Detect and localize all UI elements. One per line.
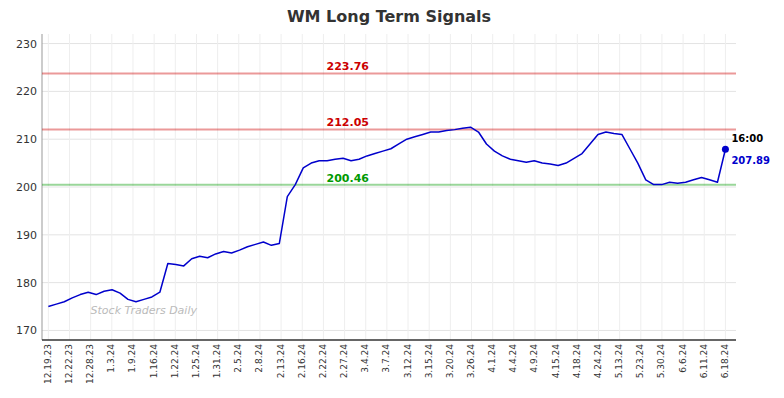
x-tick-label: 5.23.24 [635, 344, 645, 379]
grid-line-x [302, 34, 303, 340]
x-tick-label: 12.28.23 [85, 344, 95, 384]
grid-line-x [661, 34, 662, 340]
reference-label: 200.46 [327, 172, 370, 185]
x-tick-label: 1.25.24 [191, 344, 201, 379]
x-tick-label: 4.1.24 [487, 344, 497, 373]
grid-line-x [577, 34, 578, 340]
grid-line-x [69, 34, 70, 340]
grid-line-y [42, 43, 736, 44]
grid-line-y [42, 187, 736, 188]
x-tick-label: 3.20.24 [445, 344, 455, 379]
reference-line [42, 184, 736, 186]
grid-line-x [323, 34, 324, 340]
grid-line-x [619, 34, 620, 340]
x-tick-label: 2.5.24 [233, 344, 243, 373]
grid-line-x [217, 34, 218, 340]
grid-line-x [175, 34, 176, 340]
reference-line [42, 72, 736, 74]
y-tick-label: 190 [16, 229, 37, 242]
grid-line-y [42, 330, 736, 331]
x-tick-label: 5.30.24 [656, 344, 666, 379]
y-axis-line [42, 34, 43, 340]
x-tick-label: 4.9.24 [529, 344, 539, 373]
grid-line-x [450, 34, 451, 340]
watermark: Stock Traders Daily [91, 304, 198, 317]
grid-line-x [238, 34, 239, 340]
x-tick-label: 12.22.23 [64, 344, 74, 384]
x-tick-label: 4.4.24 [508, 344, 518, 373]
grid-line-y [42, 139, 736, 140]
grid-line-x [683, 34, 684, 340]
grid-line-x [598, 34, 599, 340]
reference-label: 223.76 [327, 60, 370, 73]
grid [42, 34, 736, 340]
y-tick-label: 200 [16, 181, 37, 194]
plot-area [42, 73, 736, 306]
x-tick-label: 5.13.24 [614, 344, 624, 379]
y-tick-label: 180 [16, 277, 37, 290]
last-point [722, 146, 729, 153]
x-tick-label: 4.15.24 [551, 344, 561, 379]
x-tick-label: 6.18.24 [720, 344, 730, 379]
grid-line-x [534, 34, 535, 340]
y-tick-label: 220 [16, 85, 37, 98]
x-tick-label: 1.16.24 [149, 344, 159, 379]
grid-line-x [408, 34, 409, 340]
x-tick-label: 3.12.24 [403, 344, 413, 379]
x-tick-label: 6.6.24 [678, 344, 688, 373]
grid-line-x [259, 34, 260, 340]
x-tick-label: 1.3.24 [106, 344, 116, 373]
x-tick-label: 2.27.24 [339, 344, 349, 379]
reference-label: 212.05 [327, 116, 369, 129]
x-tick-label: 1.22.24 [170, 344, 180, 379]
grid-line-x [725, 34, 726, 340]
chart: WM Long Term Signals 170 180 190 200 210 220 23… [0, 0, 784, 398]
x-tick-label: 6.11.24 [699, 344, 709, 379]
y-tick-label: 210 [16, 133, 37, 146]
grid-line-x [111, 34, 112, 340]
grid-line-x [154, 34, 155, 340]
grid-line-x [365, 34, 366, 340]
annotation: 16:00 [731, 133, 763, 144]
x-tick-label: 3.15.24 [424, 344, 434, 379]
grid-line-x [471, 34, 472, 340]
x-tick-label: 12.19.23 [43, 344, 53, 384]
x-tick-label: 4.18.24 [572, 344, 582, 379]
annotation: 207.89 [731, 155, 770, 166]
x-tick-label: 2.13.24 [276, 344, 286, 379]
price-line [48, 127, 725, 306]
grid-line-y [42, 234, 736, 235]
grid-line-x [513, 34, 514, 340]
grid-line-x [90, 34, 91, 340]
x-tick-label: 2.22.24 [318, 344, 328, 379]
grid-line-x [640, 34, 641, 340]
grid-line-y [42, 282, 736, 283]
x-tick-label: 4.24.24 [593, 344, 603, 379]
grid-line-x [196, 34, 197, 340]
x-tick-label: 3.7.24 [381, 344, 391, 373]
y-tick-label: 170 [16, 324, 37, 337]
grid-line-x [344, 34, 345, 340]
grid-line-x [48, 34, 49, 340]
x-tick-label: 1.9.24 [127, 344, 137, 373]
grid-line-x [429, 34, 430, 340]
grid-line-x [386, 34, 387, 340]
x-tick-label: 2.16.24 [297, 344, 307, 379]
grid-line-y [42, 91, 736, 92]
x-tick-label: 1.31.24 [212, 344, 222, 379]
grid-line-x [132, 34, 133, 340]
reference-line [42, 128, 736, 130]
y-tick-label: 230 [16, 38, 37, 51]
grid-line-x [704, 34, 705, 340]
x-tick-label: 3.4.24 [360, 344, 370, 373]
x-tick-label: 2.8.24 [254, 344, 264, 373]
title: WM Long Term Signals [287, 7, 491, 26]
grid-line-x [556, 34, 557, 340]
grid-line-x [492, 34, 493, 340]
x-tick-label: 3.26.24 [466, 344, 476, 379]
grid-line-x [281, 34, 282, 340]
x-axis-line [42, 339, 736, 341]
